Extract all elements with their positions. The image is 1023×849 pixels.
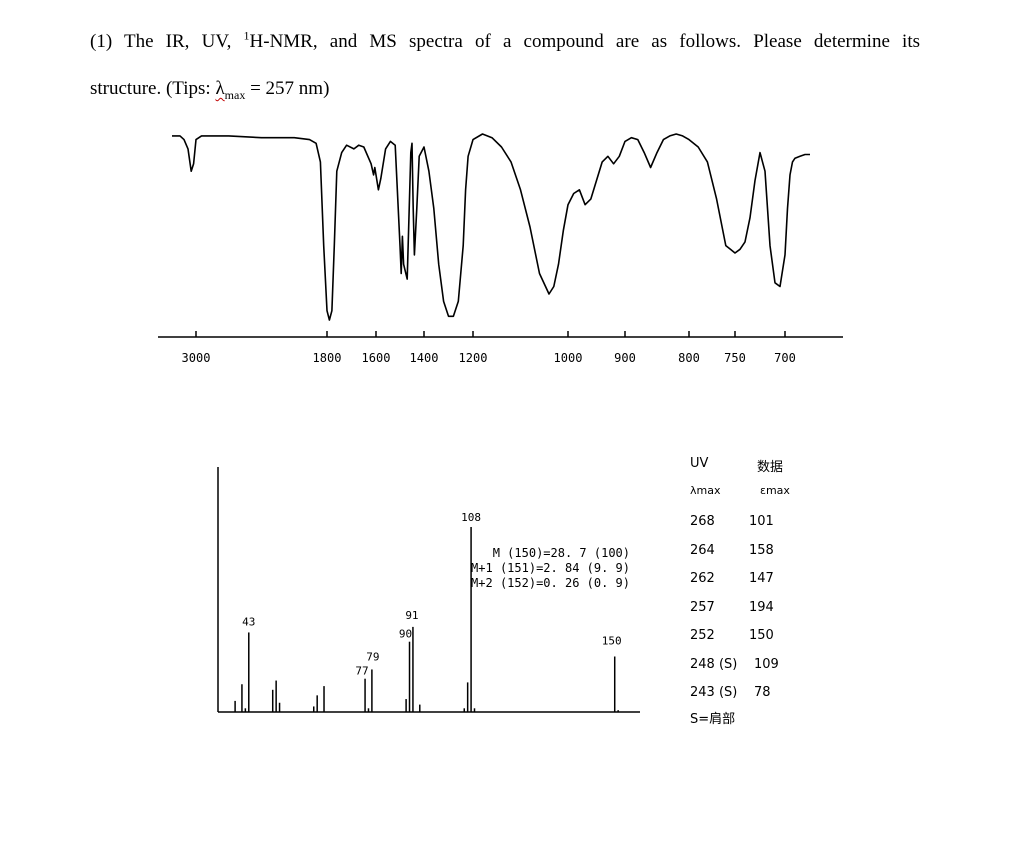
lambda-symbol: λ [215, 78, 225, 99]
ms-annotation: M+2 (152)=0. 26 (0. 9) [471, 576, 630, 590]
uv-lambda-value: 262 [690, 571, 715, 586]
uv-epsilon-value: 194 [749, 599, 774, 615]
uv-footnote-row: S=肩部 [682, 708, 802, 728]
uv-lambda-value: 252 [690, 628, 715, 643]
uv-header-label: UV [690, 456, 709, 471]
uv-row: 248 (S) 109 [682, 657, 802, 677]
uv-header-row: UV 数据 [682, 456, 802, 476]
mass-spectrum-chart: 43 77 79 90 91 108 150 M (150)=28. 7 (100)M+1 (… [217, 467, 640, 713]
uv-subheader-epsilon: εmax [760, 484, 790, 497]
uv-epsilon-value: 109 [754, 656, 779, 672]
uv-row: 268 101 [682, 514, 802, 534]
ir-tick-label: 800 [678, 351, 700, 365]
uv-lambda-value: 264 [690, 542, 715, 558]
ms-peak-label: 90 [399, 628, 412, 641]
uv-epsilon-value: 158 [749, 542, 774, 558]
uv-epsilon-value: 150 [749, 628, 774, 643]
uv-row: 264 158 [682, 543, 802, 563]
ir-tick-label: 1800 [313, 351, 342, 365]
uv-row: 252 150 [682, 628, 802, 648]
uv-lambda-value: 243 (S) [690, 685, 738, 700]
ms-peak-label: 108 [461, 511, 481, 524]
ms-peak-label: 43 [242, 615, 255, 628]
uv-lambda-value: 248 (S) [690, 656, 738, 672]
uv-subheader-row: λmax εmax [682, 484, 802, 504]
uv-footnote: S=肩部 [690, 712, 736, 727]
uv-lambda-value: 257 [690, 599, 715, 615]
ir-tick-label: 900 [614, 351, 636, 365]
superscript-one: 1 [243, 28, 250, 43]
question-prefix: (1) The IR, UV, [90, 31, 244, 52]
ir-tick-label: 1000 [554, 351, 583, 365]
lambda-subscript: max [224, 87, 246, 102]
uv-subheader-lambda: λmax [690, 484, 721, 497]
question-line2-suffix: = 257 nm) [245, 78, 330, 99]
ir-tick-label: 1600 [362, 351, 391, 365]
ir-spectrum-chart: 3000 1800 1600 1400 1200 1000 900 800 750 700 [158, 133, 843, 365]
ir-trace [172, 133, 810, 321]
ir-tick-label: 3000 [182, 351, 211, 365]
uv-epsilon-value: 101 [749, 514, 774, 529]
ir-tick-label: 1200 [459, 351, 488, 365]
ms-annotation: M+1 (151)=2. 84 (9. 9) [471, 561, 630, 575]
uv-row: 243 (S) 78 [682, 685, 802, 705]
ms-peak-label: 77 [355, 665, 368, 678]
question-middle: H-NMR, and MS spectra of a compound are … [249, 31, 920, 52]
uv-row: 257 194 [682, 600, 802, 620]
ir-tick-label: 1400 [410, 351, 439, 365]
ms-peak-label: 79 [366, 650, 379, 663]
ms-peak-label: 91 [405, 609, 418, 622]
ir-tick-label: 700 [774, 351, 796, 365]
uv-epsilon-value: 78 [754, 685, 771, 700]
question-line-2: structure. (Tips: λmax = 257 nm) [90, 65, 920, 112]
uv-header-data: 数据 [757, 460, 784, 475]
uv-epsilon-value: 147 [749, 571, 774, 586]
question-text: (1) The IR, UV, 1H-NMR, and MS spectra o… [90, 18, 920, 112]
uv-row: 262 147 [682, 571, 802, 591]
lambda-max: λmax [215, 78, 246, 102]
ms-annotation: M (150)=28. 7 (100) [493, 546, 630, 560]
question-line2-prefix: structure. (Tips: [90, 78, 216, 99]
ms-peak-label: 150 [602, 635, 622, 648]
ir-tick-label: 750 [724, 351, 746, 365]
uv-lambda-value: 268 [690, 514, 715, 529]
question-line-1: (1) The IR, UV, 1H-NMR, and MS spectra o… [90, 18, 920, 65]
